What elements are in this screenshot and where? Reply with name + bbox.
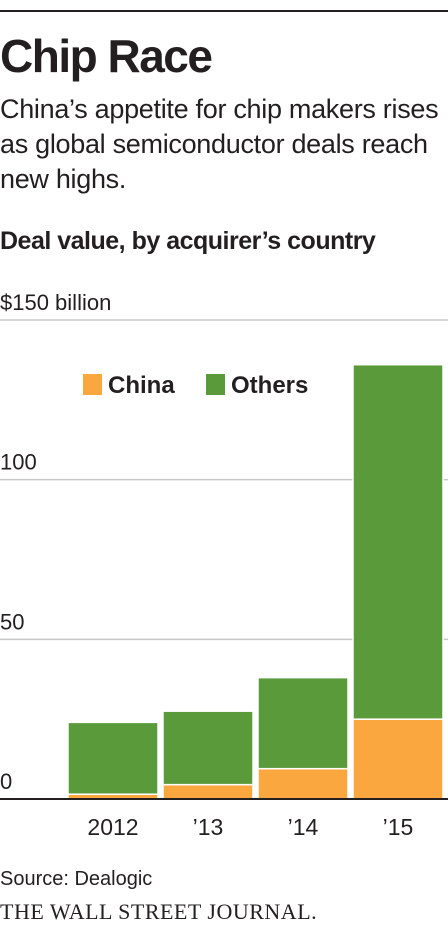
bar-others: [162, 710, 254, 786]
bar-others: [352, 363, 444, 720]
legend-swatch-others: [206, 374, 225, 395]
bar-others: [257, 676, 349, 770]
x-tick-label: 2012: [87, 814, 138, 840]
stacked-bar-chart: 0 50 100 $150 billion 2012 ’13 ’14 ’15 China Othe…: [0, 290, 448, 840]
bar-others: [67, 721, 159, 795]
source-note: Source: Dealogic: [0, 868, 153, 890]
legend-label-others: Others: [231, 372, 308, 399]
bar-china: [162, 783, 254, 800]
x-tick-label: ’13: [193, 814, 224, 840]
bar-china: [352, 718, 444, 800]
x-tick-label: ’14: [288, 814, 319, 840]
y-tick-label: 100: [0, 450, 37, 475]
legend-label-china: China: [108, 372, 175, 399]
legend-swatch-china: [83, 374, 102, 395]
top-rule: [0, 10, 448, 12]
chart-title: Chip Race: [0, 30, 213, 82]
y-tick-label: 50: [0, 609, 24, 634]
y-tick-label: 0: [0, 769, 12, 794]
chart-subtitle: China’s appetite for chip makers rises a…: [0, 94, 439, 194]
chart-heading: Deal value, by acquirer’s country: [0, 227, 376, 255]
bar-china: [257, 767, 349, 800]
y-tick-label: $150 billion: [0, 290, 111, 315]
publisher-logo: THE WALL STREET JOURNAL.: [0, 899, 318, 924]
x-tick-label: ’15: [383, 814, 414, 840]
